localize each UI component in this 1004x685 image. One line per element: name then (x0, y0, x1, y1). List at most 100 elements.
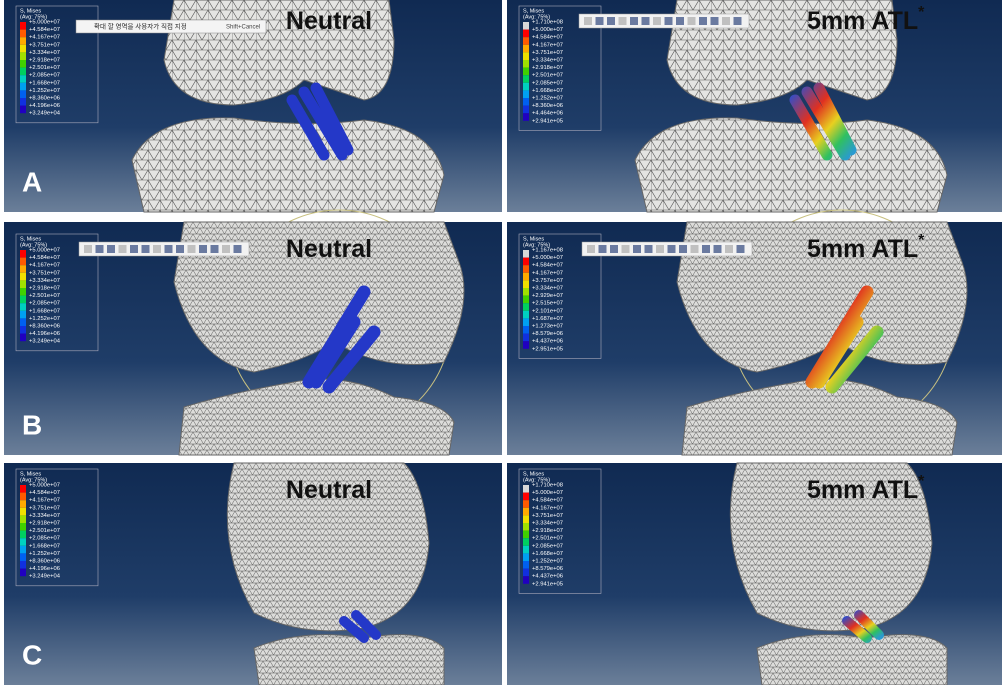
legend-value: +3.334e+07 (29, 278, 60, 284)
legend-swatch (20, 485, 26, 493)
toolbar-icon (665, 17, 673, 25)
legend-value: +4.167e+07 (29, 263, 60, 269)
legend-value: +1.252e+07 (532, 96, 563, 102)
legend-value: +1.710e+08 (532, 20, 563, 26)
legend-value: +1.252e+07 (29, 88, 60, 94)
legend-swatch (20, 500, 26, 508)
panel-label: A (22, 166, 42, 197)
legend-swatch (523, 30, 529, 38)
legend-value: +4.437e+06 (532, 574, 563, 580)
legend-value: +3.334e+07 (29, 513, 60, 519)
legend-swatch (20, 106, 26, 114)
legend-swatch (523, 500, 529, 508)
legend-value: +1.668e+07 (29, 80, 60, 86)
legend-value: +4.584e+07 (29, 255, 60, 261)
legend-swatch (20, 531, 26, 539)
legend-swatch (20, 37, 26, 45)
legend-swatch (20, 30, 26, 38)
legend-value: +1.668e+07 (29, 543, 60, 549)
legend-swatch (20, 569, 26, 577)
legend-value: +3.334e+07 (532, 286, 563, 292)
legend-value: +1.710e+08 (532, 483, 563, 489)
legend-value: +2.501e+07 (29, 293, 60, 299)
toolbar-icon (199, 245, 207, 253)
legend-value: +3.751e+07 (532, 513, 563, 519)
toolbar-icon (737, 245, 745, 253)
legend-value: +4.584e+07 (29, 27, 60, 33)
legend-value: +8.579e+06 (532, 331, 563, 337)
legend-swatch (523, 303, 529, 311)
toolbar-icon (691, 245, 699, 253)
legend-value: +3.249e+04 (29, 339, 61, 345)
legend-value: +4.167e+07 (29, 35, 60, 41)
legend-swatch (523, 60, 529, 68)
toolbar-icon (714, 245, 722, 253)
legend-swatch (20, 508, 26, 516)
legend-value: +8.360e+06 (29, 324, 60, 330)
legend-swatch (523, 485, 529, 493)
legend-swatch (20, 83, 26, 91)
toolbar-icon (607, 17, 615, 25)
view-title: 5mm ATL* (807, 232, 925, 262)
legend-swatch (523, 265, 529, 273)
toolbar-icon (211, 245, 219, 253)
legend-swatch (523, 288, 529, 296)
legend-swatch (523, 334, 529, 342)
legend-swatch (523, 296, 529, 304)
legend-value: +2.101e+07 (532, 308, 563, 314)
legend-value: +2.085e+07 (532, 543, 563, 549)
legend-swatch (523, 493, 529, 501)
toolbar-icon (711, 17, 719, 25)
legend-swatch (523, 75, 529, 83)
legend-value: +1.668e+07 (532, 551, 563, 557)
legend-value: +4.167e+07 (29, 498, 60, 504)
legend-value: +4.437e+06 (532, 339, 563, 345)
legend-swatch (20, 493, 26, 501)
legend-value: +1.668e+07 (29, 308, 60, 314)
view-title-sup: * (918, 473, 925, 490)
legend-value: +2.085e+07 (29, 73, 60, 79)
toolbar-icon (668, 245, 676, 253)
toolbar-icon (584, 17, 592, 25)
legend-swatch (20, 265, 26, 273)
view-title-text: 5mm ATL (807, 476, 918, 504)
legend-swatch (20, 273, 26, 281)
legend-value: +8.360e+06 (532, 103, 563, 109)
legend-value: +4.196e+06 (29, 103, 60, 109)
toolbar-icon (619, 17, 627, 25)
toolbar-icon (107, 245, 115, 253)
legend-value: +2.515e+07 (532, 301, 563, 307)
legend-swatch (523, 45, 529, 53)
tibia (757, 635, 947, 685)
view-title-sup: * (918, 232, 925, 249)
legend-swatch (20, 75, 26, 83)
legend-swatch (523, 341, 529, 349)
legend-swatch (20, 90, 26, 98)
legend-value: +5.000e+07 (532, 255, 563, 261)
legend-value: +2.929e+07 (532, 293, 563, 299)
legend-swatch (523, 523, 529, 531)
legend-value: +3.757e+07 (532, 278, 563, 284)
toolbar-icon (622, 245, 630, 253)
view-title: 5mm ATL* (807, 4, 925, 34)
toolbar-icon (699, 17, 707, 25)
toolbar-icon (734, 17, 742, 25)
legend-value: +2.501e+07 (29, 65, 60, 71)
legend-swatch (523, 508, 529, 516)
legend-value: +3.334e+07 (29, 50, 60, 56)
legend-value: +1.252e+07 (532, 559, 563, 565)
legend-value: +2.918e+07 (532, 65, 563, 71)
legend-swatch (20, 515, 26, 523)
legend-swatch (523, 326, 529, 334)
toolbar-icon (722, 17, 730, 25)
legend-value: +5.000e+07 (29, 248, 60, 254)
toolbar-icon (188, 245, 196, 253)
legend-value: +2.085e+07 (29, 536, 60, 542)
toolbar-icon (725, 245, 733, 253)
legend-value: +4.584e+07 (29, 490, 60, 496)
tooltip-shortcut: Shift+Cancel (226, 25, 260, 31)
legend-value: +1.687e+07 (532, 316, 563, 322)
legend-swatch (523, 576, 529, 584)
view-title: Neutral (286, 7, 372, 35)
toolbar-icon (130, 245, 138, 253)
